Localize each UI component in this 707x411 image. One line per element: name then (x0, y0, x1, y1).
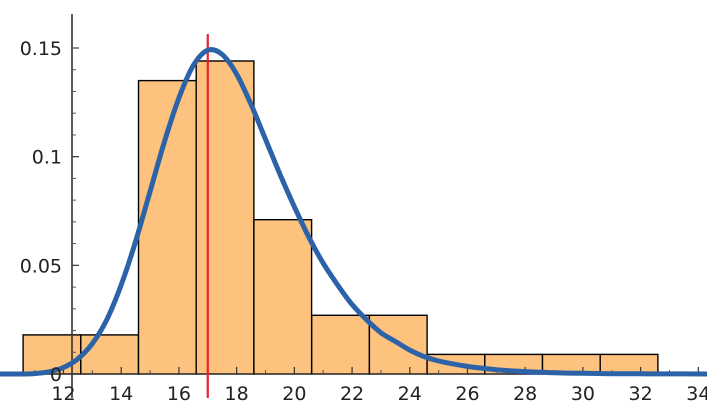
x-tick-label: 22 (340, 383, 364, 405)
y-tick-label: 0.15 (20, 38, 62, 60)
tick-labels: 0 0.05 0.1 0.15 12 14 16 18 20 22 24 26 28 30 32 34 (20, 38, 707, 405)
x-tick-label: 28 (513, 383, 537, 405)
x-tick-label: 18 (225, 383, 249, 405)
y-tick-label: 0.05 (20, 255, 62, 277)
x-tick-label: 16 (167, 383, 191, 405)
histogram-bar (253, 218, 313, 375)
x-tick-label: 26 (455, 383, 479, 405)
density-curve-layer (0, 47, 707, 377)
histogram-bar (311, 314, 371, 375)
x-tick-label: 34 (686, 383, 707, 405)
histogram-bars (22, 60, 659, 375)
x-tick-label: 24 (398, 383, 422, 405)
x-tick-label: 12 (51, 383, 75, 405)
x-tick-label: 32 (629, 383, 653, 405)
x-tick-label: 30 (571, 383, 595, 405)
density-curve (0, 47, 707, 377)
histogram-bar (80, 334, 140, 375)
x-tick-label: 20 (282, 383, 306, 405)
histogram-bar (195, 60, 255, 375)
histogram-bar (599, 353, 659, 375)
histogram-bar (22, 334, 82, 375)
y-tick-label: 0.1 (32, 147, 62, 169)
y-tick-label: 0 (50, 364, 62, 386)
x-tick-label: 14 (109, 383, 133, 405)
